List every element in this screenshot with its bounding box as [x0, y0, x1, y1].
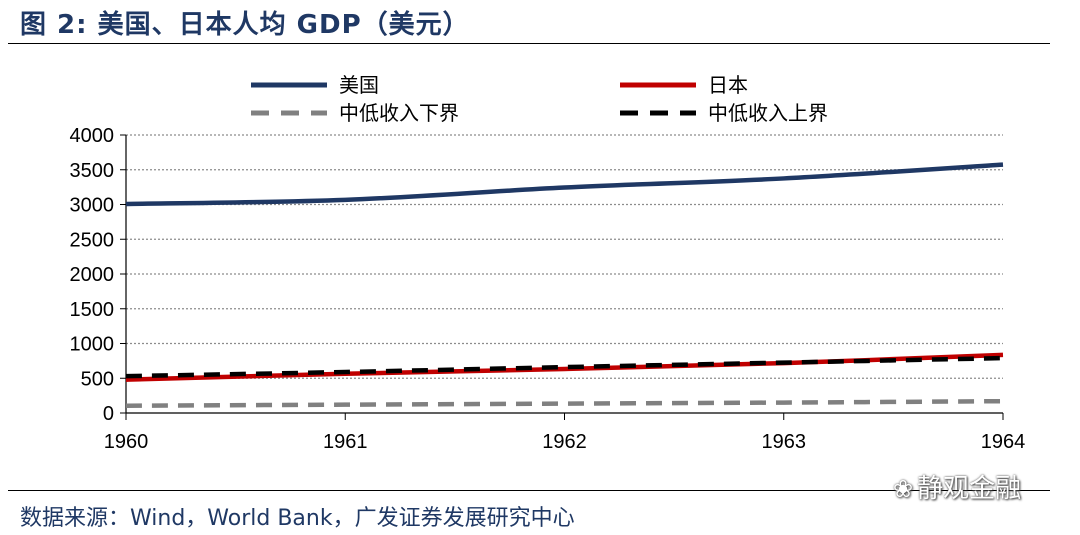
y-tick-label: 3000 — [70, 195, 115, 217]
y-tick-label: 2000 — [70, 264, 115, 286]
y-tick-label: 1000 — [70, 334, 115, 356]
series-line-1 — [125, 352, 1004, 382]
x-tick-label: 1963 — [762, 431, 807, 453]
y-tick-label: 500 — [81, 368, 114, 390]
legend-label: 日本 — [708, 73, 748, 97]
y-tick-label: 4000 — [70, 125, 115, 147]
legend-label: 中低收入上界 — [708, 101, 828, 125]
y-tick-label: 3500 — [70, 160, 115, 182]
footer-divider — [8, 490, 1050, 491]
axes: 0 500 1000 1500 2000 2500 3000 3500 4000 1960 1961… — [70, 125, 1026, 453]
series-line-3 — [125, 355, 1004, 379]
series-lines — [125, 162, 1004, 408]
legend-label: 中低收入下界 — [339, 101, 459, 125]
title-divider — [8, 43, 1050, 44]
y-tick-label: 2500 — [70, 229, 115, 251]
data-source: 数据来源：Wind，World Bank，广发证券发展研究中心 — [20, 506, 575, 531]
legend-label: 美国 — [339, 73, 379, 97]
watermark-text: 静观金融 — [917, 474, 1022, 504]
series-line-0 — [125, 162, 1004, 207]
y-tick-label: 1500 — [70, 299, 115, 321]
x-tick-label: 1961 — [323, 431, 368, 453]
wechat-icon: ❀ — [893, 475, 914, 503]
y-tick-label: 0 — [103, 403, 114, 425]
figure-title: 图 2: 美国、日本人均 GDP（美元） — [20, 10, 470, 40]
x-tick-label: 1960 — [104, 431, 149, 453]
x-tick-label: 1962 — [542, 431, 587, 453]
watermark: ❀ 静观金融 — [893, 468, 1021, 505]
x-tick-label: 1964 — [981, 431, 1026, 453]
series-line-2 — [125, 398, 1004, 408]
